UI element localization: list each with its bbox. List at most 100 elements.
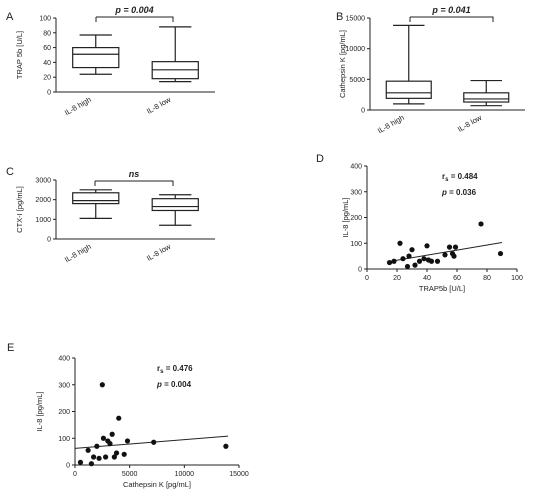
x-tick-label: IL-8 low (145, 95, 173, 116)
data-point (96, 455, 102, 461)
data-point (434, 258, 441, 264)
data-point (386, 259, 393, 266)
y-tick-label: 20 (43, 75, 51, 82)
regression-line (387, 241, 503, 263)
data-point (406, 253, 412, 259)
iqr-box (72, 192, 120, 205)
data-point (428, 258, 435, 264)
bracket-line (94, 180, 174, 186)
panel-c: C 0 1000 2000 3000 CTX-I [pg/mL] IL-8 high IL-8… (6, 166, 215, 264)
y-tick-label: 100 (39, 16, 51, 23)
panel-a: A 0 20 40 60 80 100 TRAP 5b [U/L] IL-8 high IL-8 … (6, 5, 215, 117)
significance-bracket: p = 0.004 (95, 5, 174, 22)
panel-label: B (336, 11, 343, 23)
data-point (100, 435, 107, 441)
data-point (121, 451, 127, 457)
data-point (424, 243, 430, 249)
y-tick-label: 400 (58, 356, 70, 363)
box-1 (72, 34, 120, 75)
x-tick-label: 5000 (122, 471, 138, 478)
y-tick-label: 1000 (35, 217, 51, 224)
panel-label: C (6, 166, 14, 178)
y-tick-label: 5000 (349, 77, 365, 84)
data-point (85, 447, 91, 453)
panel-e: E 0 100 200 300 400 IL-8 [pg/mL] 0 5000 10000 1500… (7, 342, 249, 489)
data-point (124, 438, 131, 444)
data-point (452, 244, 459, 250)
data-point (113, 450, 120, 456)
significance-label: p = 0.041 (431, 5, 470, 15)
bracket-line (409, 16, 494, 22)
y-tick-label: 0 (47, 237, 51, 244)
box-2 (463, 79, 510, 107)
iqr-box (151, 198, 199, 212)
y-axis-label: Cathepsin K [pg/mL] (338, 30, 347, 98)
data-point (223, 443, 229, 449)
significance-bracket: ns (94, 169, 174, 186)
x-tick-label: 20 (393, 275, 401, 282)
box-1 (385, 24, 432, 105)
y-tick-label: 40 (43, 60, 51, 67)
y-tick-label: 10000 (346, 46, 366, 53)
y-tick-label: 100 (350, 241, 362, 248)
stat-annotation: p = 0.036 (441, 188, 477, 197)
data-point (99, 382, 105, 388)
data-point (478, 221, 484, 227)
y-tick-label: 100 (58, 436, 70, 443)
y-axis-label: IL-8 [pg/mL] (35, 391, 44, 431)
data-point (391, 258, 397, 264)
x-tick-label: 60 (453, 275, 461, 282)
data-point (77, 459, 84, 465)
data-point (400, 256, 406, 262)
stat-annotation: rs = 0.484 (442, 172, 478, 183)
data-point (497, 250, 504, 257)
panel-label: D (316, 153, 324, 165)
y-axis-label: TRAP 5b [U/L] (15, 31, 24, 79)
y-tick-label: 80 (43, 30, 51, 37)
x-tick-label: IL-8 high (376, 113, 406, 135)
y-tick-label: 300 (350, 189, 362, 196)
y-tick-label: 2000 (35, 197, 51, 204)
y-tick-label: 400 (350, 164, 362, 171)
x-tick-label: 0 (365, 275, 369, 282)
data-point (442, 252, 448, 258)
data-point (103, 454, 109, 460)
y-tick-label: 200 (350, 215, 362, 222)
data-point (409, 247, 415, 253)
x-tick-label: 0 (73, 471, 77, 478)
x-tick-label: 80 (483, 275, 491, 282)
x-tick-label: 100 (511, 275, 523, 282)
data-point (397, 240, 403, 246)
significance-bracket: p = 0.041 (409, 5, 494, 22)
y-axis-label: CTX-I [pg/mL] (15, 186, 24, 233)
data-point (116, 415, 122, 421)
significance-label: ns (129, 169, 140, 179)
x-tick-label: 15000 (229, 471, 249, 478)
x-tick-label: 10000 (175, 471, 195, 478)
panel-b: B 0 5000 10000 15000 Cathepsin K [pg/mL] IL-8 … (336, 5, 525, 135)
data-point (94, 443, 100, 449)
panel-label: A (6, 11, 14, 23)
x-tick-label: IL-8 low (456, 113, 484, 134)
data-point (446, 244, 453, 250)
y-tick-label: 0 (66, 463, 70, 470)
bracket-line (95, 16, 174, 22)
data-point (421, 256, 427, 262)
y-tick-label: 3000 (35, 178, 51, 185)
y-tick-label: 300 (58, 382, 70, 389)
y-tick-label: 15000 (346, 16, 366, 23)
y-tick-label: 60 (43, 45, 51, 52)
x-tick-label: 40 (423, 275, 431, 282)
data-point (404, 263, 411, 270)
x-axis-label: Cathepsin K [pg/mL] (123, 480, 191, 489)
data-point (107, 441, 113, 447)
panel-label: E (7, 342, 14, 354)
data-point (90, 454, 97, 460)
stat-annotation: rs = 0.476 (157, 364, 193, 375)
data-point (109, 431, 115, 437)
x-axis-label: TRAP5b [U/L] (419, 284, 465, 293)
x-tick-label: IL-8 high (63, 242, 93, 264)
significance-label: p = 0.004 (114, 5, 153, 15)
box-2 (151, 26, 199, 83)
stat-annotation: p = 0.004 (156, 380, 192, 389)
